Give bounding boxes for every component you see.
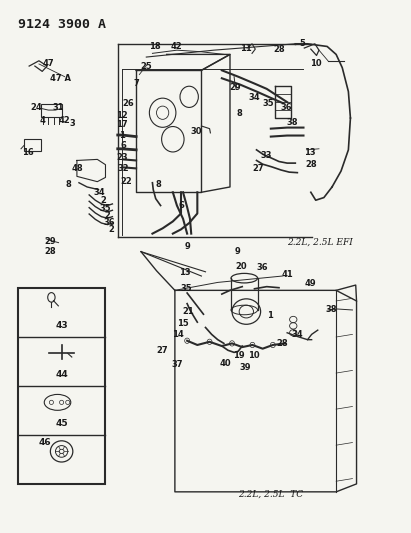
Text: 18: 18 <box>149 42 160 51</box>
Text: 8: 8 <box>66 180 72 189</box>
Text: 21: 21 <box>182 307 194 316</box>
Text: 24: 24 <box>30 103 42 112</box>
Text: 10: 10 <box>310 60 321 68</box>
Text: 29: 29 <box>229 83 241 92</box>
Text: 28: 28 <box>277 339 288 348</box>
Text: 34: 34 <box>291 330 303 339</box>
Text: 29: 29 <box>44 237 56 246</box>
Text: 49: 49 <box>305 279 316 288</box>
Text: 36: 36 <box>256 263 268 272</box>
Text: 6: 6 <box>178 201 184 210</box>
Text: 11: 11 <box>240 44 252 53</box>
Text: 12: 12 <box>116 111 128 120</box>
Text: 41: 41 <box>281 270 293 279</box>
Text: 44: 44 <box>55 370 68 379</box>
Text: 28: 28 <box>273 45 285 54</box>
Text: 27: 27 <box>253 164 264 173</box>
Text: 38: 38 <box>286 118 298 127</box>
Text: 8: 8 <box>236 109 242 118</box>
Text: 25: 25 <box>141 62 152 70</box>
Text: 17: 17 <box>116 120 128 129</box>
Text: 46: 46 <box>39 438 52 447</box>
Text: 13: 13 <box>179 268 191 277</box>
Text: 47 A: 47 A <box>50 74 71 83</box>
Text: 35: 35 <box>100 204 111 213</box>
Text: 15: 15 <box>177 319 189 328</box>
Text: 9: 9 <box>184 242 190 251</box>
Text: 20: 20 <box>236 262 247 271</box>
Text: 23: 23 <box>116 154 128 163</box>
Text: 36: 36 <box>281 103 292 112</box>
Text: 43: 43 <box>55 321 68 330</box>
Text: 39: 39 <box>240 363 251 372</box>
Text: 9: 9 <box>234 247 240 256</box>
Text: 2: 2 <box>109 225 115 234</box>
Text: 38: 38 <box>326 305 337 314</box>
Text: 9124 3900 A: 9124 3900 A <box>18 18 106 31</box>
Text: 33: 33 <box>260 151 272 160</box>
Text: 37: 37 <box>171 360 182 369</box>
Text: 4: 4 <box>39 116 45 125</box>
Text: 42: 42 <box>59 116 71 125</box>
Text: 40: 40 <box>219 359 231 367</box>
Text: 48: 48 <box>71 164 83 173</box>
Text: 5: 5 <box>300 39 306 49</box>
Text: 8: 8 <box>156 180 162 189</box>
Text: 10: 10 <box>248 351 259 360</box>
Text: 34: 34 <box>94 188 105 197</box>
Text: 35: 35 <box>180 284 192 293</box>
Text: 1: 1 <box>267 311 273 320</box>
Text: 16: 16 <box>22 148 34 157</box>
Bar <box>18 288 106 484</box>
Text: 14: 14 <box>172 330 184 339</box>
Text: 27: 27 <box>157 346 169 355</box>
Text: 36: 36 <box>104 218 115 227</box>
Text: 2: 2 <box>104 211 111 220</box>
Text: 28: 28 <box>44 247 56 256</box>
Bar <box>42 104 62 117</box>
Text: 35: 35 <box>263 99 275 108</box>
Text: 22: 22 <box>120 177 132 186</box>
Text: 31: 31 <box>53 103 65 112</box>
Text: 3: 3 <box>70 119 76 128</box>
Text: 47: 47 <box>42 60 54 68</box>
Text: 26: 26 <box>122 99 134 108</box>
Text: 7: 7 <box>133 79 139 88</box>
Bar <box>24 139 41 151</box>
Text: 28: 28 <box>305 160 316 169</box>
Text: 19: 19 <box>233 351 245 360</box>
Text: 2: 2 <box>101 196 106 205</box>
Text: 30: 30 <box>191 127 202 136</box>
Text: 34: 34 <box>249 93 260 102</box>
Text: 32: 32 <box>117 164 129 173</box>
Text: 6: 6 <box>120 141 126 150</box>
Text: 2.2L, 2.5L  TC: 2.2L, 2.5L TC <box>238 489 303 498</box>
Text: 2.2L, 2.5L EFI: 2.2L, 2.5L EFI <box>287 237 353 246</box>
Text: 1: 1 <box>119 131 125 140</box>
Text: 13: 13 <box>304 148 315 157</box>
Text: 42: 42 <box>171 42 183 51</box>
Text: 45: 45 <box>55 419 68 429</box>
